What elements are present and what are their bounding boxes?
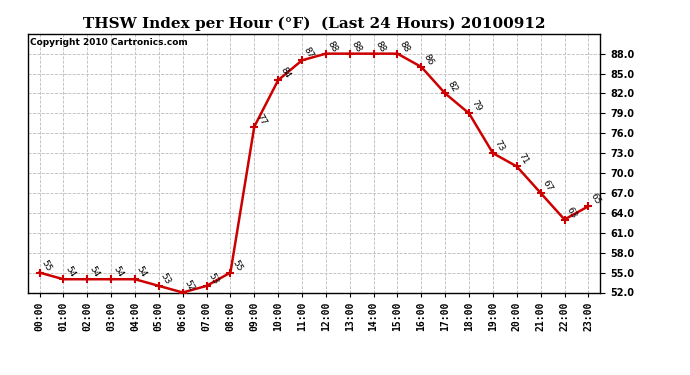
Text: 73: 73: [493, 139, 506, 153]
Text: 77: 77: [255, 112, 268, 127]
Text: 88: 88: [397, 39, 411, 54]
Text: 67: 67: [541, 178, 554, 193]
Text: 79: 79: [469, 99, 482, 113]
Text: 53: 53: [159, 272, 172, 286]
Text: 55: 55: [230, 258, 244, 273]
Text: 88: 88: [373, 39, 387, 54]
Text: 88: 88: [350, 39, 364, 54]
Text: 52: 52: [183, 278, 196, 292]
Text: 63: 63: [564, 205, 578, 219]
Title: THSW Index per Hour (°F)  (Last 24 Hours) 20100912: THSW Index per Hour (°F) (Last 24 Hours)…: [83, 17, 545, 31]
Text: 88: 88: [326, 39, 339, 54]
Text: 71: 71: [517, 152, 531, 166]
Text: 55: 55: [39, 258, 53, 273]
Text: Copyright 2010 Cartronics.com: Copyright 2010 Cartronics.com: [30, 38, 188, 46]
Text: 54: 54: [87, 265, 101, 279]
Text: 86: 86: [422, 53, 435, 67]
Text: 65: 65: [589, 192, 602, 206]
Text: 54: 54: [111, 265, 125, 279]
Text: 54: 54: [63, 265, 77, 279]
Text: 54: 54: [135, 265, 148, 279]
Text: 82: 82: [445, 79, 459, 93]
Text: 87: 87: [302, 46, 315, 60]
Text: 53: 53: [206, 272, 220, 286]
Text: 84: 84: [278, 66, 292, 80]
